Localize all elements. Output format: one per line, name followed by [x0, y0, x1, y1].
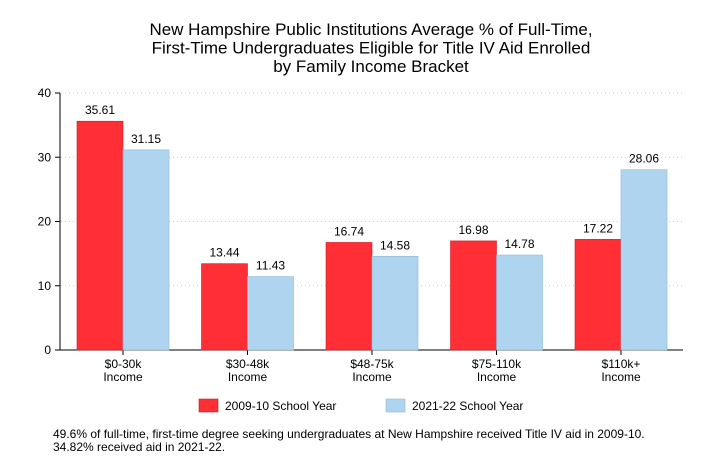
- x-tick-label: $75-110k: [472, 357, 522, 371]
- bar: [450, 240, 497, 351]
- bar: [574, 239, 622, 351]
- title-line: by Family Income Bracket: [273, 57, 469, 76]
- chart-title: New Hampshire Public Institutions Averag…: [149, 20, 592, 76]
- legend: 2009-10 School Year 2021-22 School Year: [198, 398, 523, 413]
- title-line: New Hampshire Public Institutions Averag…: [149, 20, 592, 39]
- bar: [247, 276, 294, 351]
- x-tick-label: Income: [477, 370, 517, 384]
- data-label: 35.61: [85, 103, 115, 117]
- data-label: 31.15: [131, 132, 161, 146]
- x-tick-label: Income: [103, 370, 143, 384]
- x-tick-label: $110k+: [602, 357, 641, 371]
- data-labels: 35.61 31.15 13.44 11.43 16.74 14.58 16.98 14.78…: [85, 103, 659, 272]
- legend-swatch: [385, 398, 406, 413]
- footnote: 49.6% of full-time, first-time degree se…: [53, 427, 645, 454]
- data-label: 17.22: [583, 221, 613, 235]
- x-tick-label: Income: [601, 370, 641, 384]
- bar: [325, 242, 373, 351]
- bar: [201, 263, 248, 351]
- y-tick-label: 40: [38, 86, 52, 100]
- data-label: 11.43: [256, 259, 285, 273]
- data-label: 13.44: [209, 246, 239, 260]
- y-tick-label: 0: [44, 343, 51, 357]
- title-line: First-Time Undergraduates Eligible for T…: [152, 39, 591, 58]
- x-tick-label: $30-48k: [226, 357, 270, 371]
- bar: [371, 256, 419, 351]
- bar: [620, 169, 668, 351]
- legend-label: 2021-22 School Year: [412, 399, 523, 413]
- legend-label: 2009-10 School Year: [225, 399, 336, 413]
- bar: [496, 254, 543, 351]
- bars: [76, 120, 668, 351]
- data-label: 14.58: [380, 238, 410, 252]
- data-label: 14.78: [504, 237, 534, 251]
- data-label: 16.98: [458, 223, 488, 237]
- x-tick-label: Income: [228, 370, 268, 384]
- x-tick-label: Income: [352, 370, 392, 384]
- x-tick-label: $48-75k: [350, 357, 394, 371]
- bar: [76, 120, 124, 351]
- legend-swatch: [198, 398, 219, 413]
- x-tick-label: $0-30k: [105, 357, 143, 371]
- y-tick-label: 30: [38, 150, 52, 164]
- data-label: 16.74: [334, 224, 364, 238]
- y-tick-label: 20: [38, 215, 52, 229]
- bar: [122, 149, 170, 351]
- y-tick-label: 10: [38, 279, 52, 293]
- data-label: 28.06: [629, 152, 659, 166]
